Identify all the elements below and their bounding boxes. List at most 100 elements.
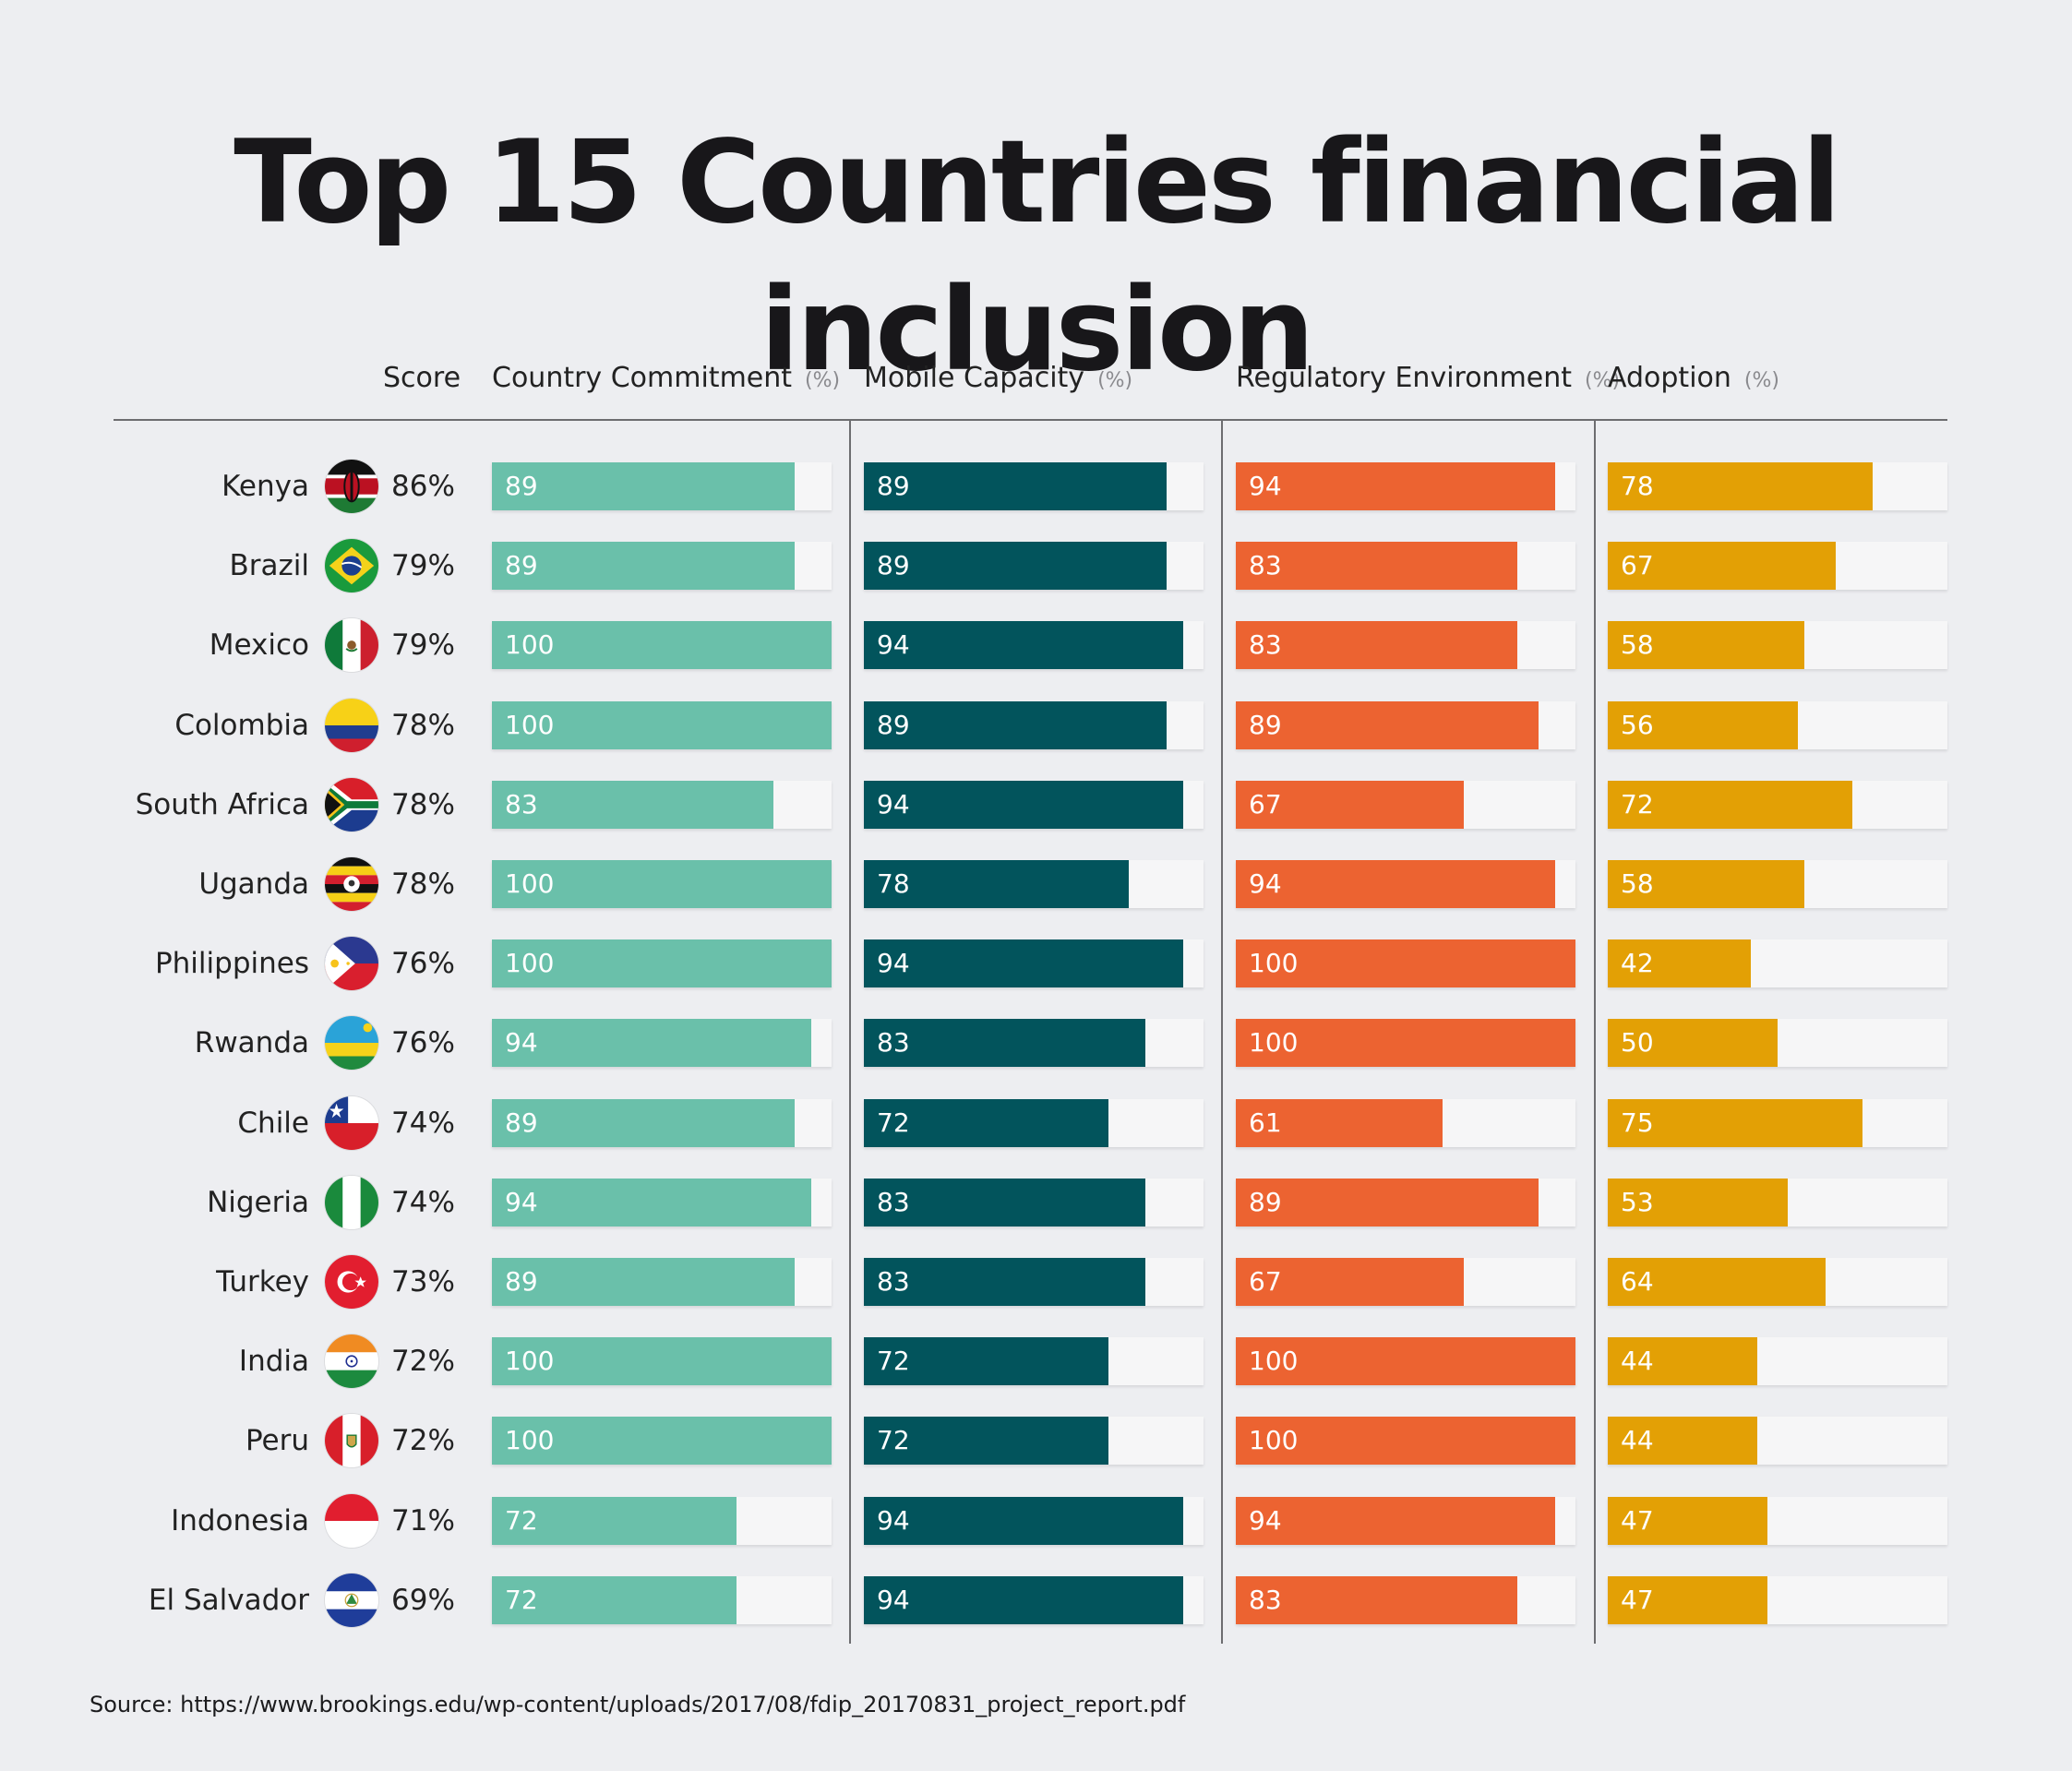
- series-unit: (%): [1743, 369, 1779, 392]
- bar-regulatory-environment: [1236, 1019, 1575, 1067]
- mexico-flag-icon: [325, 618, 378, 672]
- bar-value-label: 100: [1249, 948, 1299, 978]
- bar-value-label: 44: [1621, 1346, 1654, 1376]
- bar-mobile-capacity: [864, 701, 1167, 749]
- indonesia-flag-icon: [325, 1494, 378, 1548]
- bar-value-label: 100: [505, 1346, 555, 1376]
- bar-track-mobile-capacity: 78: [864, 860, 1204, 908]
- bar-track-country-commitment: 94: [492, 1179, 832, 1227]
- bar-value-label: 53: [1621, 1187, 1654, 1217]
- bar-value-label: 94: [505, 1187, 538, 1217]
- bar-mobile-capacity: [864, 781, 1183, 829]
- bar-track-country-commitment: 89: [492, 1099, 832, 1147]
- bar-mobile-capacity: [864, 1019, 1145, 1067]
- country-label: Rwanda: [194, 1026, 309, 1059]
- brazil-flag-icon: [325, 539, 378, 592]
- score-value: 78%: [391, 709, 455, 742]
- bar-track-adoption: 50: [1608, 1019, 1947, 1067]
- bar-regulatory-environment: [1236, 860, 1555, 908]
- country-label: Mexico: [209, 628, 309, 662]
- bar-value-label: 78: [877, 868, 910, 899]
- country-label: Indonesia: [171, 1504, 309, 1538]
- bar-track-mobile-capacity: 89: [864, 542, 1204, 590]
- bar-mobile-capacity: [864, 1179, 1145, 1227]
- bar-track-adoption: 58: [1608, 860, 1947, 908]
- bar-track-regulatory-environment: 94: [1236, 1497, 1575, 1545]
- bar-value-label: 83: [505, 789, 538, 820]
- bar-track-mobile-capacity: 89: [864, 701, 1204, 749]
- bar-mobile-capacity: [864, 1337, 1108, 1385]
- bar-track-mobile-capacity: 94: [864, 1576, 1204, 1624]
- bar-track-mobile-capacity: 83: [864, 1258, 1204, 1306]
- bar-mobile-capacity: [864, 1497, 1183, 1545]
- bar-value-label: 89: [505, 550, 538, 580]
- score-value: 78%: [391, 868, 455, 901]
- country-label: India: [238, 1345, 309, 1378]
- table-row: South Africa 78% 83 94 67 72: [0, 778, 2072, 832]
- score-value: 73%: [391, 1265, 455, 1298]
- bar-adoption: [1608, 462, 1873, 510]
- bar-value-label: 47: [1621, 1505, 1654, 1536]
- country-label: Kenya: [222, 470, 309, 503]
- bar-track-country-commitment: 89: [492, 542, 832, 590]
- table-row: Chile 74% 89 72 61 75: [0, 1096, 2072, 1150]
- bar-track-regulatory-environment: 83: [1236, 1576, 1575, 1624]
- bar-value-label: 89: [505, 1107, 538, 1138]
- bar-track-adoption: 67: [1608, 542, 1947, 590]
- bar-track-adoption: 64: [1608, 1258, 1947, 1306]
- country-label: South Africa: [135, 788, 309, 821]
- bar-track-adoption: 47: [1608, 1497, 1947, 1545]
- bar-value-label: 58: [1621, 868, 1654, 899]
- bar-track-mobile-capacity: 94: [864, 621, 1204, 669]
- bar-track-regulatory-environment: 67: [1236, 1258, 1575, 1306]
- kenya-flag-icon: [325, 460, 378, 513]
- bar-value-label: 72: [505, 1505, 538, 1536]
- bar-value-label: 56: [1621, 710, 1654, 740]
- bar-track-country-commitment: 83: [492, 781, 832, 829]
- bar-track-country-commitment: 100: [492, 621, 832, 669]
- bar-track-mobile-capacity: 72: [864, 1337, 1204, 1385]
- bar-value-label: 67: [1249, 1266, 1282, 1297]
- bar-value-label: 61: [1249, 1107, 1282, 1138]
- bar-value-label: 83: [1249, 550, 1282, 580]
- bar-track-mobile-capacity: 72: [864, 1417, 1204, 1465]
- bar-mobile-capacity: [864, 462, 1167, 510]
- table-row: Uganda 78% 100 78 94 58: [0, 857, 2072, 911]
- bar-track-mobile-capacity: 94: [864, 1497, 1204, 1545]
- bar-value-label: 83: [1249, 1585, 1282, 1615]
- bar-value-label: 94: [877, 1505, 910, 1536]
- bar-adoption: [1608, 1497, 1767, 1545]
- bar-track-regulatory-environment: 89: [1236, 701, 1575, 749]
- column-divider: [849, 421, 851, 1644]
- bar-track-mobile-capacity: 83: [864, 1019, 1204, 1067]
- score-value: 71%: [391, 1504, 455, 1538]
- bar-mobile-capacity: [864, 542, 1167, 590]
- bar-country-commitment: [492, 939, 832, 987]
- series-name: Country Commitment: [492, 362, 793, 394]
- bar-mobile-capacity: [864, 1258, 1145, 1306]
- score-column-header: Score: [383, 362, 461, 394]
- bar-mobile-capacity: [864, 939, 1183, 987]
- score-value: 69%: [391, 1584, 455, 1617]
- bar-track-adoption: 58: [1608, 621, 1947, 669]
- bar-value-label: 89: [1249, 1187, 1282, 1217]
- bar-country-commitment: [492, 1417, 832, 1465]
- bar-regulatory-environment: [1236, 1258, 1464, 1306]
- bar-track-regulatory-environment: 89: [1236, 1179, 1575, 1227]
- bar-adoption: [1608, 1258, 1826, 1306]
- bar-regulatory-environment: [1236, 781, 1464, 829]
- country-label: Uganda: [198, 868, 309, 901]
- bar-regulatory-environment: [1236, 701, 1539, 749]
- table-row: Philippines 76% 100 94 100 42: [0, 937, 2072, 990]
- bar-value-label: 94: [877, 789, 910, 820]
- chart-title: Top 15 Countries financial inclusion: [234, 116, 1841, 397]
- bar-regulatory-environment: [1236, 542, 1517, 590]
- country-label: Brazil: [229, 549, 309, 582]
- bar-country-commitment: [492, 860, 832, 908]
- bar-value-label: 100: [1249, 1027, 1299, 1058]
- score-value: 76%: [391, 1026, 455, 1059]
- bar-value-label: 72: [877, 1425, 910, 1455]
- bar-country-commitment: [492, 1337, 832, 1385]
- bar-country-commitment: [492, 1576, 737, 1624]
- bar-track-regulatory-environment: 100: [1236, 1417, 1575, 1465]
